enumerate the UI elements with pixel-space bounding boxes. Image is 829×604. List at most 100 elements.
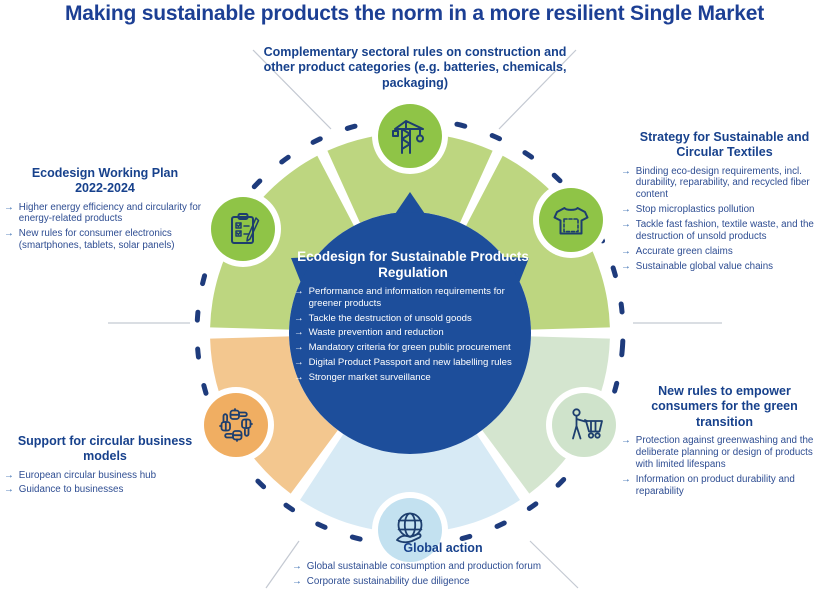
connector-line <box>529 540 579 589</box>
section-heading: Ecodesign for Sustainable Products Regul… <box>297 249 529 281</box>
bullet-item: → Protection against greenwashing and the… <box>621 435 828 471</box>
ring-segment-global <box>300 434 520 533</box>
bullet-list: → Protection against greenwashing and the… <box>621 435 828 498</box>
bullet-item: → Corporate sustainability due diligence <box>292 576 608 588</box>
bullet-text: Stop microplastics pollution <box>635 204 755 216</box>
bullet-item: → Tackle fast fashion, textile waste, and… <box>621 219 828 243</box>
section-consumers: New rules to empower consumers for the g… <box>621 384 828 497</box>
arrow-icon: → <box>294 286 304 298</box>
bullet-text: Tackle the destruction of unsold goods <box>308 312 472 324</box>
section-heading: New rules to empower consumers for the g… <box>651 384 798 429</box>
bullet-text: Global sustainable consumption and produ… <box>306 561 541 573</box>
bullet-item: → Waste prevention and reduction <box>294 327 532 339</box>
bullet-item: → New rules for consumer electronics (sma… <box>4 228 206 252</box>
section-heading: Complementary sectoral rules on construc… <box>263 45 567 90</box>
arrow-icon: → <box>294 342 304 354</box>
ring <box>210 132 610 533</box>
arrow-icon: → <box>621 204 631 216</box>
bullet-item: → Performance and information requirement… <box>294 286 532 309</box>
arrow-icon: → <box>621 261 631 273</box>
shopping-cart-icon <box>546 387 622 463</box>
connector-line <box>252 49 332 130</box>
section-construction: Complementary sectoral rules on construc… <box>254 45 576 91</box>
arrow-icon: → <box>292 561 302 573</box>
globe-hand-icon <box>372 492 448 568</box>
bullet-item: → European circular business hub <box>4 470 206 482</box>
bullet-item: → Higher energy efficiency and circularit… <box>4 202 206 226</box>
center-burst-shape <box>289 192 531 454</box>
bullet-list: → Binding eco-design requirements, incl. … <box>621 166 828 274</box>
bullet-text: Guidance to businesses <box>18 484 124 496</box>
bullet-list: → European circular business hub → Guidance… <box>4 470 206 497</box>
section-heading: Support for circular business models <box>17 434 193 464</box>
bullet-item: → Information on product durability and r… <box>621 474 828 498</box>
arrow-icon: → <box>294 312 304 324</box>
bullet-list: → Performance and information requirement… <box>294 286 532 383</box>
arrow-icon: → <box>294 371 304 383</box>
section-heading: Global action <box>403 541 483 555</box>
ring-segment-ecodesign-plan <box>210 155 354 330</box>
arrow-icon: → <box>621 473 631 485</box>
section-heading: Ecodesign Working Plan 2022-2024 <box>31 166 179 196</box>
bullet-text: Higher energy efficiency and circularity… <box>18 201 202 225</box>
arrow-icon: → <box>621 165 631 177</box>
connector-line <box>498 49 577 130</box>
ring-segment-construction <box>327 132 493 223</box>
arrow-icon: → <box>621 434 631 446</box>
arrow-icon: → <box>292 576 302 588</box>
bullet-text: Binding eco-design requirements, incl. d… <box>635 165 810 201</box>
ring-segment-textiles <box>466 155 610 330</box>
section-textiles: Strategy for Sustainable and Circular Te… <box>621 130 828 273</box>
page-title: Making sustainable products the norm in … <box>65 2 764 25</box>
arrow-icon: → <box>4 484 14 496</box>
arrow-icon: → <box>621 246 631 258</box>
ring-segment-business <box>210 336 338 494</box>
bullet-list: → Higher energy efficiency and circularit… <box>4 202 206 253</box>
arrow-icon: → <box>294 356 304 368</box>
bullet-text: New rules for consumer electronics (smar… <box>18 228 175 252</box>
arrow-icon: → <box>294 327 304 339</box>
clipboard-checklist-icon <box>205 191 281 267</box>
bullet-item: → Sustainable global value chains <box>621 261 828 273</box>
connector-lines <box>108 49 722 589</box>
bullet-text: Mandatory criteria for green public proc… <box>308 342 511 354</box>
bullet-item: → Digital Product Passport and new labell… <box>294 357 532 369</box>
bullet-item: → Mandatory criteria for green public pro… <box>294 342 532 354</box>
bullet-text: Stronger market surveillance <box>308 371 431 383</box>
section-heading: Strategy for Sustainable and Circular Te… <box>639 130 810 160</box>
bullet-text: Protection against greenwashing and the … <box>635 434 814 470</box>
bullet-text: Accurate green claims <box>635 246 733 258</box>
bullet-text: Information on product durability and re… <box>635 473 795 497</box>
section-global-action: Global action → Global sustainable consum… <box>278 541 608 588</box>
bullet-text: European circular business hub <box>18 469 157 481</box>
bullet-item: → Global sustainable consumption and prod… <box>292 561 608 573</box>
bullet-item: → Accurate green claims <box>621 246 828 258</box>
bullet-text: Waste prevention and reduction <box>308 327 444 339</box>
crane-icon <box>372 98 448 174</box>
section-center-regulation: Ecodesign for Sustainable Products Regul… <box>294 249 532 383</box>
ring-segment-consumers <box>482 336 610 494</box>
bullet-text: Performance and information requirements… <box>308 286 505 310</box>
tshirt-icon <box>533 182 609 258</box>
bullet-item: → Stop microplastics pollution <box>621 204 828 216</box>
hands-circle-icon <box>198 387 274 463</box>
arrow-icon: → <box>4 469 14 481</box>
bullet-item: → Binding eco-design requirements, incl. … <box>621 166 828 202</box>
section-ecodesign-working-plan: Ecodesign Working Plan 2022-2024 → Higher… <box>4 166 206 252</box>
arrow-icon: → <box>4 201 14 213</box>
bullet-item: → Tackle the destruction of unsold goods <box>294 313 532 325</box>
arrow-icon: → <box>4 228 14 240</box>
bullet-text: Tackle fast fashion, textile waste, and … <box>635 219 814 243</box>
section-circular-business: Support for circular business models → Eu… <box>4 434 206 496</box>
arrow-icon: → <box>621 219 631 231</box>
bullet-text: Digital Product Passport and new labelli… <box>308 356 512 368</box>
bullet-item: → Stronger market surveillance <box>294 372 532 384</box>
icon-circles <box>198 98 622 568</box>
bullet-list: → Global sustainable consumption and prod… <box>278 561 608 588</box>
bullet-text: Corporate sustainability due diligence <box>306 576 470 588</box>
bullet-item: → Guidance to businesses <box>4 484 206 496</box>
connector-line <box>265 540 300 589</box>
bullet-text: Sustainable global value chains <box>635 261 774 273</box>
